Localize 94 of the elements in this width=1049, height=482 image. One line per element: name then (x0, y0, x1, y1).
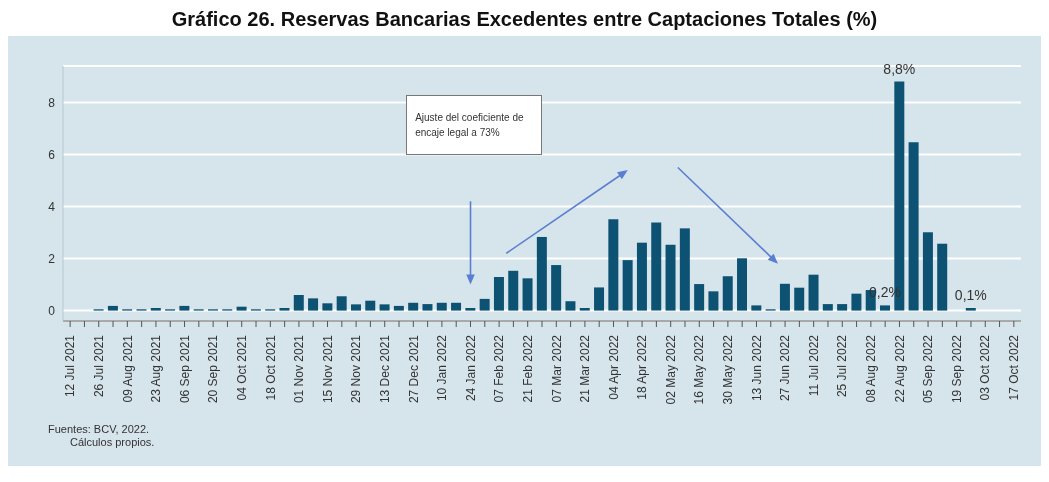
bar (965, 307, 976, 311)
bar (737, 258, 748, 311)
x-tick-label: 17 Oct 2022 (1007, 334, 1022, 401)
x-tick-label: 04 Apr 2022 (606, 334, 621, 400)
bar (150, 307, 161, 311)
bar (808, 274, 819, 311)
bar (608, 219, 619, 311)
x-tick-label: 29 Nov 2021 (349, 334, 364, 404)
bar (107, 305, 118, 311)
bar (365, 300, 376, 311)
bar (436, 302, 447, 311)
bar (522, 278, 533, 311)
bar (479, 298, 490, 311)
bar (837, 304, 848, 311)
x-tick-label: 15 Nov 2021 (320, 334, 335, 404)
x-tick-label: 01 Nov 2021 (292, 334, 307, 404)
bar (465, 307, 476, 311)
bar (751, 305, 762, 311)
x-tick-label: 05 Sep 2022 (921, 334, 936, 404)
bar (822, 304, 833, 311)
bar (722, 276, 733, 311)
x-tick-label: 20 Sep 2021 (206, 334, 221, 404)
bar (350, 304, 361, 311)
bar (279, 307, 290, 311)
x-tick-label: 04 Oct 2021 (234, 334, 249, 401)
bar (880, 305, 891, 311)
y-tick-label: 2 (48, 251, 56, 266)
bar (794, 287, 805, 311)
y-tick-label: 6 (48, 147, 56, 162)
x-tick-label: 22 Aug 2022 (892, 334, 907, 403)
bar (493, 277, 504, 311)
data-label: 0,1% (954, 286, 987, 303)
bar (851, 293, 862, 311)
x-tick-label: 18 Oct 2021 (263, 334, 278, 401)
x-tick-label: 09 Aug 2021 (120, 334, 135, 403)
x-tick-label: 11 Jul 2022 (806, 334, 821, 397)
x-tick-label: 08 Aug 2022 (864, 334, 879, 403)
source-note: Fuentes: BCV, 2022. (48, 423, 151, 436)
bar (694, 284, 705, 311)
bar (551, 265, 562, 311)
text: Cálculos propios. (69, 436, 155, 449)
data-label: 8,8% (883, 60, 916, 77)
bar (451, 302, 462, 311)
bar (308, 298, 319, 311)
x-tick-label: 25 Jul 2022 (835, 334, 850, 398)
x-tick-label: 18 Apr 2022 (635, 334, 650, 400)
x-tick-label: 23 Aug 2021 (149, 334, 164, 403)
bar (379, 304, 390, 311)
text-box: Ajuste del coeficiente de encaje legal a 73% (406, 94, 542, 155)
x-tick-label: 13 Dec 2021 (377, 334, 392, 404)
bar (651, 222, 662, 311)
bar (779, 283, 790, 311)
bar (422, 304, 433, 311)
x-tick-label: 21 Feb 2022 (520, 334, 535, 403)
bar (293, 294, 304, 311)
x-tick-label: 03 Oct 2022 (978, 334, 993, 401)
x-tick-label: 27 Jun 2022 (778, 334, 793, 402)
bar (908, 142, 919, 311)
bar (665, 244, 676, 311)
bar (594, 287, 605, 311)
bar (179, 305, 190, 311)
bar (636, 242, 647, 311)
y-tick-label: 8 (48, 95, 56, 110)
x-tick-label: 02 May 2022 (663, 334, 678, 405)
y-tick-label: 0 (48, 303, 56, 318)
bar (579, 307, 590, 311)
x-tick-label: 07 Mar 2022 (549, 334, 564, 403)
chart-title: Gráfico 26. Reservas Bancarias Excedentes entre Captaciones Totales (%) (170, 8, 879, 32)
x-tick-label: 19 Sep 2022 (949, 334, 964, 404)
x-tick-label: 10 Jan 2022 (435, 334, 450, 402)
bar (679, 228, 690, 311)
x-tick-label: 06 Sep 2021 (177, 334, 192, 404)
bar (322, 303, 333, 311)
x-tick-label: 26 Jul 2021 (91, 334, 106, 398)
bar (565, 301, 576, 311)
bar (922, 232, 933, 311)
bar (336, 296, 347, 311)
y-tick-label: 4 (48, 199, 56, 214)
x-tick-label: 16 May 2022 (692, 334, 707, 405)
x-tick-label: 12 Jul 2021 (63, 334, 78, 398)
x-tick-label: 24 Jan 2022 (463, 334, 478, 402)
bar (393, 305, 404, 311)
bar (937, 243, 948, 311)
x-tick-label: 30 May 2022 (721, 334, 736, 405)
bar (508, 270, 519, 311)
bar (408, 302, 419, 311)
bar (536, 236, 547, 311)
bar (708, 291, 719, 311)
bar (236, 306, 247, 311)
bar (622, 260, 633, 311)
x-tick-label: 13 Jun 2022 (749, 334, 764, 402)
x-tick-label: 21 Mar 2022 (578, 334, 593, 403)
x-tick-label: 07 Feb 2022 (492, 334, 507, 403)
x-tick-label: 27 Dec 2021 (406, 334, 421, 404)
